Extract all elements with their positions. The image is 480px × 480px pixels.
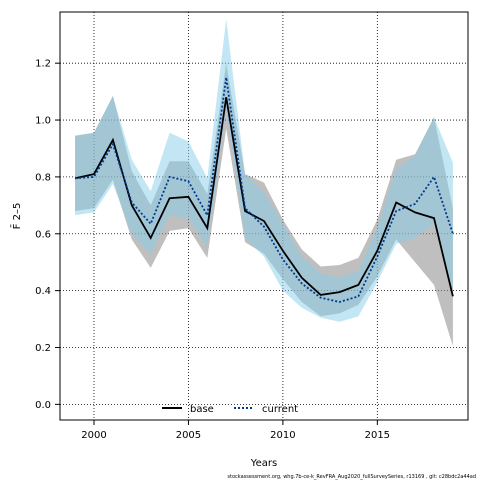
y-tick-label-0.6: 0.6 <box>35 229 51 240</box>
y-tick-label-0.2: 0.2 <box>35 343 51 354</box>
x-tick-label-2000: 2000 <box>81 430 106 441</box>
plot-frame <box>59 11 469 421</box>
confidence-bands <box>75 19 453 347</box>
x-tick-label-2015: 2015 <box>365 430 390 441</box>
x-axis-title: Years <box>250 458 277 469</box>
x-axis-ticks: 2000 2005 2010 2015 <box>81 420 390 441</box>
x-tick-label-2005: 2005 <box>176 430 201 441</box>
y-tick-label-0.8: 0.8 <box>35 172 51 183</box>
y-tick-label-1: 1.0 <box>35 116 51 127</box>
legend: base current <box>162 404 298 415</box>
y-tick-label-0: 0.0 <box>35 400 51 411</box>
x-tick-label-2010: 2010 <box>270 430 295 441</box>
y-axis-ticks: 0.0 0.2 0.4 0.6 0.8 1.0 1.2 <box>35 59 60 411</box>
y-tick-label-0.4: 0.4 <box>35 286 51 297</box>
series-lines <box>74 77 454 303</box>
band-current <box>75 19 453 322</box>
y-axis-title: F̄ 2–5 <box>10 203 23 230</box>
line-current <box>75 77 454 303</box>
legend-label-base: base <box>190 404 214 415</box>
y-tick-label-1.2: 1.2 <box>35 59 51 70</box>
line-base <box>74 97 454 297</box>
footnote: stockassessment.org, whg.7b-ce-k_RevFRA_… <box>227 474 476 480</box>
legend-label-current: current <box>262 404 298 415</box>
